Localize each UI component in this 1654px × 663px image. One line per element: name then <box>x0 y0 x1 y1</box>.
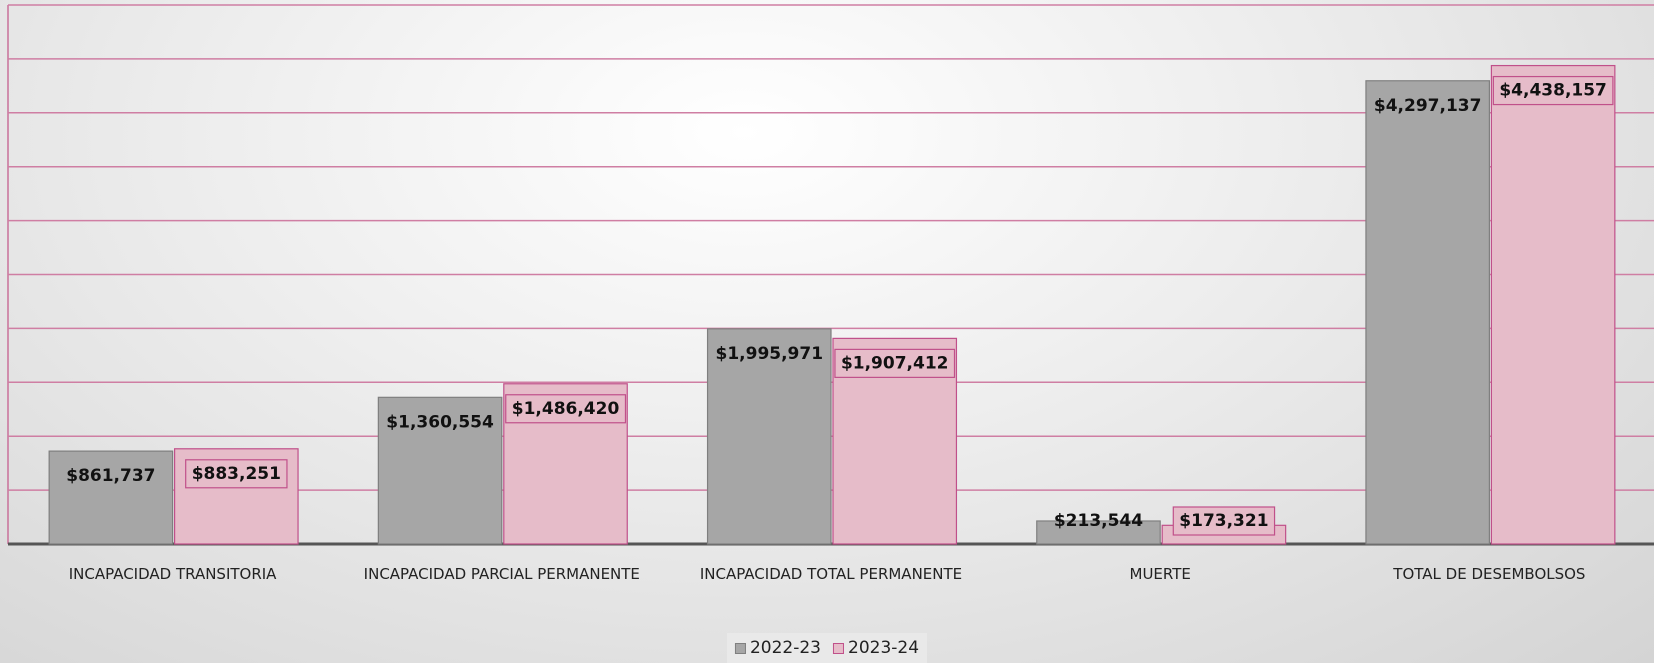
data-label: $4,297,137 <box>1374 96 1482 116</box>
data-label-group: $173,321 <box>1172 506 1276 536</box>
data-label: $1,995,971 <box>716 344 824 364</box>
x-tick-label: TOTAL DE DESEMBOLSOS <box>1393 565 1586 583</box>
data-label-group: $1,360,554 <box>386 412 494 432</box>
data-label: $883,251 <box>192 464 281 484</box>
data-label: $213,544 <box>1054 511 1143 531</box>
data-label: $1,360,554 <box>386 412 494 432</box>
legend-item: 2022-23 <box>734 638 821 658</box>
legend-item: 2023-24 <box>833 638 919 658</box>
data-label: $173,321 <box>1179 511 1268 531</box>
legend: 2022-23 2023-24 <box>726 633 928 663</box>
legend-swatch <box>833 642 844 654</box>
legend-label: 2022-23 <box>749 638 821 658</box>
bar <box>706 328 832 545</box>
data-label-group: $213,544 <box>1054 511 1143 531</box>
bar <box>48 450 174 545</box>
data-label-group: $883,251 <box>185 459 288 489</box>
data-label: $4,438,157 <box>1499 81 1607 101</box>
data-label: $861,737 <box>66 466 155 486</box>
x-tick-label: MUERTE <box>1129 565 1191 583</box>
data-label-box <box>834 348 956 378</box>
x-tick-label: INCAPACIDAD PARCIAL PERMANENTE <box>363 565 640 583</box>
bar <box>377 396 503 545</box>
data-label-box <box>505 394 627 424</box>
data-label: $1,486,420 <box>512 399 620 419</box>
data-label: $1,907,412 <box>841 353 949 373</box>
data-label-box <box>1172 506 1276 536</box>
data-label-group: $861,737 <box>66 466 155 486</box>
legend-swatch <box>734 642 746 654</box>
data-label-group: $1,907,412 <box>834 348 956 378</box>
data-label-box <box>185 459 288 489</box>
bar <box>1490 64 1616 545</box>
x-tick-label: INCAPACIDAD TRANSITORIA <box>68 565 277 583</box>
data-label-group: $1,486,420 <box>505 394 627 424</box>
data-label-group: $4,438,157 <box>1492 75 1614 106</box>
legend-label: 2023-24 <box>848 638 920 658</box>
data-label-group: $4,297,137 <box>1374 96 1482 116</box>
data-label-box <box>1492 75 1614 106</box>
bar <box>1365 80 1490 545</box>
data-label-group: $1,995,971 <box>716 344 824 364</box>
x-tick-label: INCAPACIDAD TOTAL PERMANENTE <box>699 565 963 583</box>
bar <box>1036 520 1161 545</box>
